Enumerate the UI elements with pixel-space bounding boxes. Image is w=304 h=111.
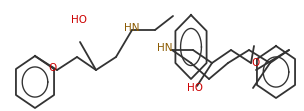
Text: HO: HO <box>187 83 203 93</box>
Text: O: O <box>49 63 57 73</box>
Text: HN: HN <box>124 23 140 33</box>
Text: O: O <box>251 58 259 68</box>
Text: HN: HN <box>157 43 172 53</box>
Text: HO: HO <box>71 15 87 25</box>
